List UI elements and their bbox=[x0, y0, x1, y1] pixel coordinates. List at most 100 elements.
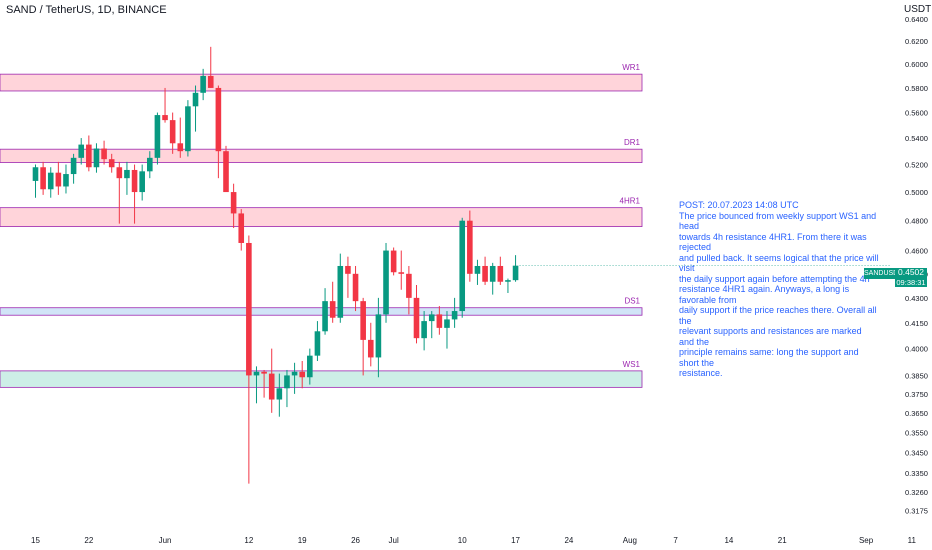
candle-body bbox=[230, 192, 237, 214]
candle-body bbox=[86, 144, 92, 168]
time-tick-label: 15 bbox=[31, 536, 40, 545]
candle-body bbox=[345, 265, 351, 274]
last-price-badge: 0.4502 09:38:31 bbox=[895, 267, 927, 287]
note-line: The price bounced from weekly support WS… bbox=[679, 210, 877, 232]
candle-body bbox=[131, 169, 138, 193]
zone-4hr1 bbox=[0, 207, 643, 227]
time-tick-label: 21 bbox=[778, 536, 787, 545]
candle-body bbox=[101, 148, 107, 160]
candle-body bbox=[322, 301, 328, 332]
candle-body bbox=[261, 371, 267, 374]
candle-body bbox=[268, 373, 275, 400]
time-tick-label: Jun bbox=[159, 536, 172, 545]
candle-body bbox=[177, 143, 184, 152]
price-tick-label: 0.4600 bbox=[905, 247, 928, 256]
candle-body bbox=[329, 301, 336, 318]
time-tick-label: Aug bbox=[623, 536, 637, 545]
time-tick-label: 17 bbox=[511, 536, 520, 545]
symbol-title[interactable]: SAND / TetherUS, 1D, BINANCE bbox=[6, 4, 167, 16]
candle-body bbox=[505, 280, 511, 282]
candle-body bbox=[246, 242, 252, 376]
candle-body bbox=[63, 174, 69, 187]
zone-label: WR1 bbox=[622, 63, 640, 72]
price-tick-label: 0.3550 bbox=[905, 428, 928, 437]
candle-body bbox=[200, 75, 206, 93]
candle-body bbox=[40, 167, 46, 190]
candle-body bbox=[314, 331, 321, 356]
zone-ws1 bbox=[0, 370, 643, 388]
time-tick-label: 26 bbox=[351, 536, 360, 545]
zone-label: DR1 bbox=[624, 138, 641, 147]
note-line: relevant supports and resistances are ma… bbox=[679, 326, 862, 347]
price-tick-label: 0.4300 bbox=[905, 294, 928, 303]
candle-body bbox=[291, 371, 298, 376]
price-tick-label: 0.6400 bbox=[905, 15, 928, 24]
candle-body bbox=[497, 265, 504, 282]
time-tick-label: Sep bbox=[859, 536, 874, 545]
time-tick-label: 10 bbox=[458, 536, 467, 545]
note-line: resistance. bbox=[679, 368, 723, 378]
price-tick-label: 0.3350 bbox=[905, 469, 928, 478]
candle-body bbox=[474, 265, 481, 274]
note-line: resistance 4HR1 again. Anyways, a long i… bbox=[679, 284, 850, 305]
candle-body bbox=[512, 265, 519, 281]
candle-body bbox=[398, 272, 405, 274]
note-line: towards 4h resistance 4HR1. From there i… bbox=[679, 231, 867, 253]
candle-body bbox=[32, 167, 39, 181]
note-line: and pulled back. It seems logical that t… bbox=[679, 252, 879, 274]
candle-body bbox=[375, 314, 382, 358]
candle-body bbox=[284, 375, 290, 389]
candle-body bbox=[467, 220, 473, 274]
price-tick-label: 0.3850 bbox=[905, 371, 928, 380]
candle-body bbox=[337, 265, 344, 318]
candle-body bbox=[124, 169, 130, 179]
candle-body bbox=[55, 172, 62, 187]
zone-label: DS1 bbox=[624, 297, 640, 306]
candle-body bbox=[482, 265, 488, 282]
zone-wr1 bbox=[0, 73, 643, 92]
price-tick-label: 0.3450 bbox=[905, 448, 928, 457]
candle-body bbox=[139, 171, 145, 193]
candle-body bbox=[383, 250, 389, 315]
time-tick-label: 24 bbox=[564, 536, 573, 545]
candles bbox=[32, 46, 890, 484]
candle-body bbox=[185, 106, 191, 152]
candle-body bbox=[116, 167, 123, 179]
zone-label: 4HR1 bbox=[620, 197, 641, 206]
symbol-badge: SANDUSDT bbox=[864, 268, 903, 279]
price-tick-label: 0.5800 bbox=[905, 84, 928, 93]
candle-body bbox=[154, 115, 161, 158]
candle-body bbox=[436, 314, 443, 328]
candle-body bbox=[444, 319, 450, 328]
price-tick-label: 0.5200 bbox=[905, 161, 928, 170]
candle-body bbox=[147, 157, 153, 172]
candle-body bbox=[78, 144, 85, 158]
zone-dr1 bbox=[0, 148, 643, 163]
candle-body bbox=[413, 297, 420, 339]
candle-body bbox=[192, 92, 199, 107]
price-tick-label: 0.6200 bbox=[905, 37, 928, 46]
candle-body bbox=[352, 273, 359, 302]
last-price-value: 0.4502 bbox=[898, 267, 924, 277]
countdown: 09:38:31 bbox=[896, 277, 926, 287]
candle-body bbox=[108, 159, 115, 168]
time-tick-label: 14 bbox=[724, 536, 733, 545]
candle-body bbox=[162, 115, 168, 121]
price-axis[interactable]: 0.6400 0.6200 0.6000 0.5800 0.5600 0.5400 0.52… bbox=[905, 15, 928, 516]
candle-body bbox=[451, 311, 458, 320]
candle-body bbox=[276, 388, 283, 400]
candle-body bbox=[253, 371, 260, 376]
time-axis[interactable]: 15 22 Jun 12 19 26 Jul 10 17 24 Aug 7 14 21 Sep 11 bbox=[31, 536, 916, 545]
candle-body bbox=[428, 314, 435, 322]
candle-body bbox=[459, 220, 466, 312]
candle-body bbox=[390, 250, 397, 273]
time-tick-label: 7 bbox=[673, 536, 678, 545]
zone-ds1 bbox=[0, 307, 643, 316]
note-line: daily support if the price reaches there… bbox=[679, 305, 877, 326]
price-tick-label: 0.4150 bbox=[905, 319, 928, 328]
candle-body bbox=[360, 301, 366, 340]
price-tick-label: 0.5400 bbox=[905, 134, 928, 143]
note-line: POST: 20.07.2023 14:08 UTC bbox=[679, 200, 799, 210]
price-tick-label: 0.6000 bbox=[905, 60, 928, 69]
